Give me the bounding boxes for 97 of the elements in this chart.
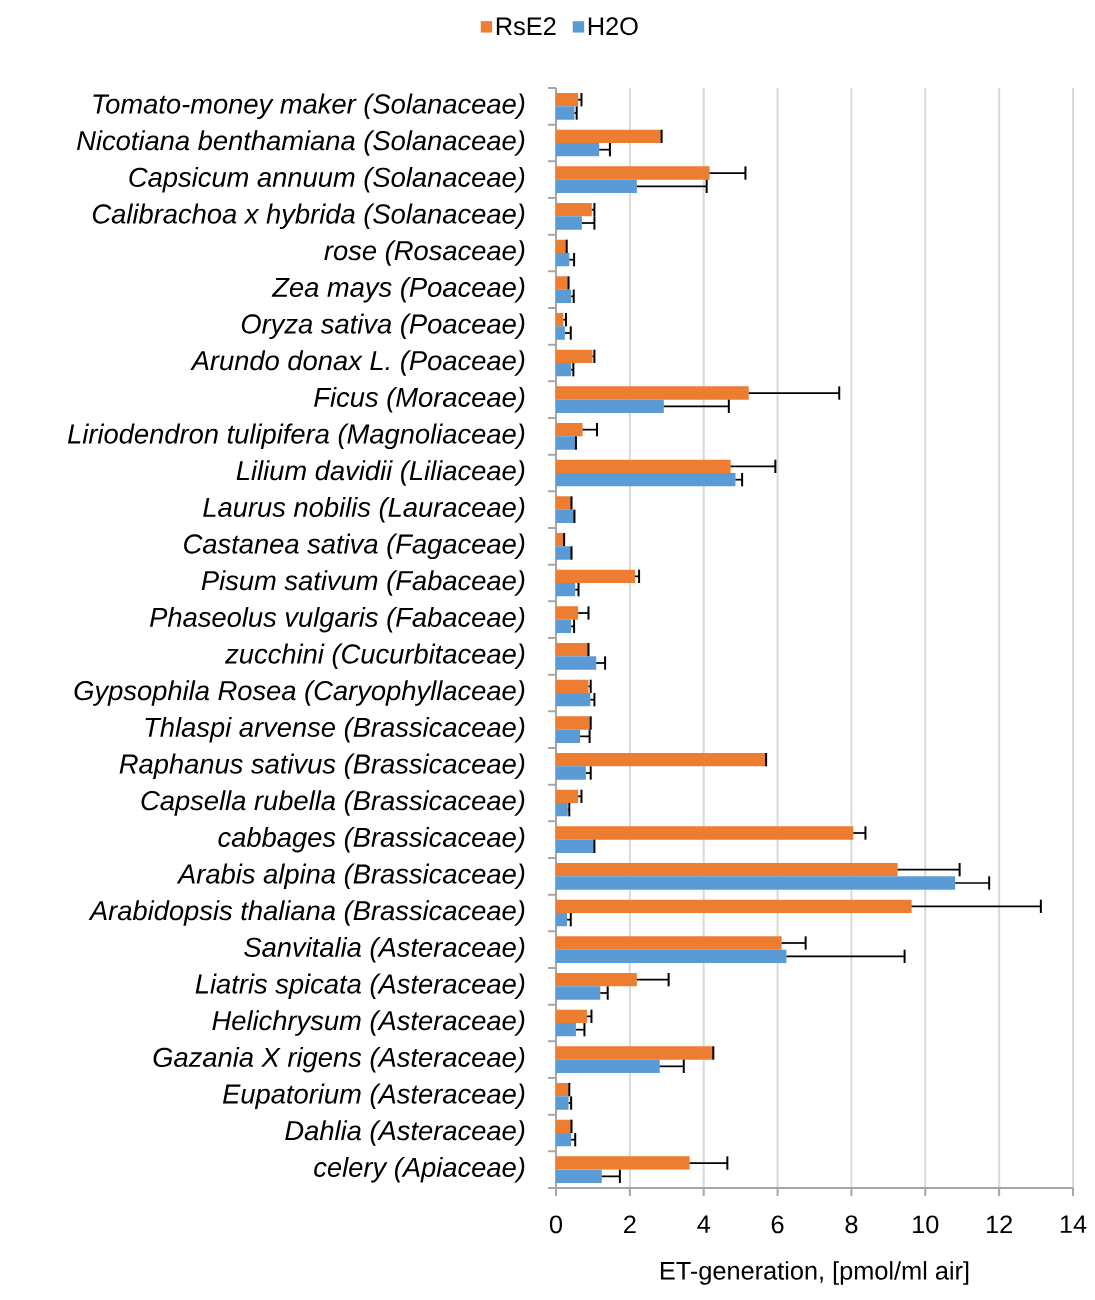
y-tick-label: Helichrysum (Asteraceae) xyxy=(212,1010,525,1036)
x-tick-label: 10 xyxy=(913,1215,939,1234)
bar xyxy=(555,349,593,364)
legend-label: RsE2 xyxy=(496,17,556,36)
y-tick-label: Arabidopsis thaliana (Brassicaceae) xyxy=(88,900,525,926)
y-tick-label: Nicotiana benthamiana (Solanaceae) xyxy=(77,130,525,156)
bar xyxy=(555,546,572,560)
bar xyxy=(555,276,568,290)
y-tick-label: Gypsophila Rosea (Caryophyllaceae) xyxy=(74,680,525,706)
y-tick-label: Capsella rubella (Brassicaceae) xyxy=(141,790,525,816)
bar xyxy=(555,679,589,694)
bar xyxy=(555,1023,576,1037)
bar xyxy=(555,386,749,400)
y-tick-label: Eupatorium (Asteraceae) xyxy=(222,1083,525,1110)
bar xyxy=(555,766,586,780)
bar xyxy=(555,1169,602,1184)
bar xyxy=(555,533,564,547)
y-tick-label: Sanvitalia (Asteraceae) xyxy=(244,936,525,963)
bar xyxy=(555,973,637,987)
bar xyxy=(555,839,594,854)
bar xyxy=(555,93,579,107)
bar xyxy=(555,1009,588,1024)
bar xyxy=(555,399,664,414)
bar xyxy=(555,313,564,327)
y-tick-label: Oryza sativa (Poaceae) xyxy=(241,313,525,340)
y-tick-label: Zea mays (Poaceae) xyxy=(271,276,525,303)
bar xyxy=(555,473,736,487)
x-axis-title: ET-generation, [pmol/ml air] xyxy=(660,1261,969,1285)
y-tick-label: Raphanus sativus (Brassicaceae) xyxy=(119,753,525,780)
bar xyxy=(555,1133,572,1147)
bar xyxy=(555,643,589,657)
bar xyxy=(555,363,572,377)
bar xyxy=(555,729,580,744)
y-tick-label: zucchini (Cucurbitaceae) xyxy=(224,643,525,670)
x-tick-label: 14 xyxy=(1060,1215,1087,1233)
bar xyxy=(555,913,568,927)
y-tick-label: Pisum sativum (Fabaceae) xyxy=(201,570,525,596)
y-tick-label: Capsicum annuum (Solanaceae) xyxy=(129,166,525,193)
bar xyxy=(555,1096,569,1110)
x-tick-label: 6 xyxy=(771,1215,784,1234)
y-tick-label: Lilium davidii (Liliaceae) xyxy=(236,460,525,486)
bar xyxy=(555,936,782,950)
bar xyxy=(555,789,579,804)
bar xyxy=(555,693,591,707)
bar xyxy=(555,619,572,634)
bar xyxy=(555,826,854,840)
bar xyxy=(555,803,568,817)
y-tick-label: Laurus nobilis (Lauraceae) xyxy=(203,496,525,523)
y-tick-label: Gazania X rigens (Asteraceae) xyxy=(153,1046,525,1073)
y-tick-label: Ficus (Moraceae) xyxy=(314,386,525,413)
bar xyxy=(555,753,766,767)
bar xyxy=(555,899,912,914)
x-tick-label: 12 xyxy=(986,1215,1012,1234)
bar xyxy=(555,239,566,254)
x-tick-label: 4 xyxy=(697,1215,711,1233)
bar xyxy=(555,143,600,157)
bar xyxy=(555,1046,713,1060)
bar xyxy=(555,436,576,450)
bar xyxy=(555,986,601,1000)
y-tick-label: Thlaspi arvense (Brassicaceae) xyxy=(145,716,525,743)
y-tick-label: Liriodendron tulipifera (Magnoliaceae) xyxy=(67,423,525,450)
bar xyxy=(555,253,570,267)
bar xyxy=(555,876,956,890)
y-tick-label: Arabis alpina (Brassicaceae) xyxy=(176,863,525,890)
y-tick-label: rose (Rosaceae) xyxy=(324,240,525,266)
bar xyxy=(555,166,710,180)
bar xyxy=(555,179,637,194)
bar xyxy=(555,203,592,217)
y-tick-label: Arundo donax L. (Poaceae) xyxy=(190,350,525,376)
bar xyxy=(555,716,590,730)
x-tick-label: 8 xyxy=(845,1215,858,1234)
bar xyxy=(555,569,636,584)
legend-label: H2O xyxy=(588,17,638,36)
bar xyxy=(555,459,731,474)
y-tick-label: Castanea sativa (Fagaceae) xyxy=(184,533,525,560)
bar xyxy=(555,656,597,670)
y-tick-label: celery (Apiaceae) xyxy=(314,1156,525,1183)
bar xyxy=(555,583,576,597)
y-tick-label: Calibrachoa x hybrida (Solanaceae) xyxy=(92,203,525,230)
y-tick-label: Tomato-money maker (Solanaceae) xyxy=(93,93,525,120)
bar xyxy=(555,289,572,304)
bar xyxy=(555,949,787,964)
bar xyxy=(555,216,582,230)
x-tick-label: 0 xyxy=(549,1215,563,1234)
y-tick-label: Phaseolus vulgaris (Fabaceae) xyxy=(149,606,525,633)
bar xyxy=(555,1059,660,1074)
bar xyxy=(555,106,575,120)
bar xyxy=(555,129,661,144)
x-tick-label: 2 xyxy=(624,1215,636,1234)
bar xyxy=(555,326,565,340)
bar xyxy=(555,863,898,877)
bar xyxy=(555,606,579,620)
bar xyxy=(555,423,583,437)
y-tick-label: cabbages (Brassicaceae) xyxy=(218,826,525,853)
y-tick-label: Liatris spicata (Asteraceae) xyxy=(195,973,525,1000)
y-tick-label: Dahlia (Asteraceae) xyxy=(285,1120,525,1146)
bar xyxy=(555,1156,690,1170)
